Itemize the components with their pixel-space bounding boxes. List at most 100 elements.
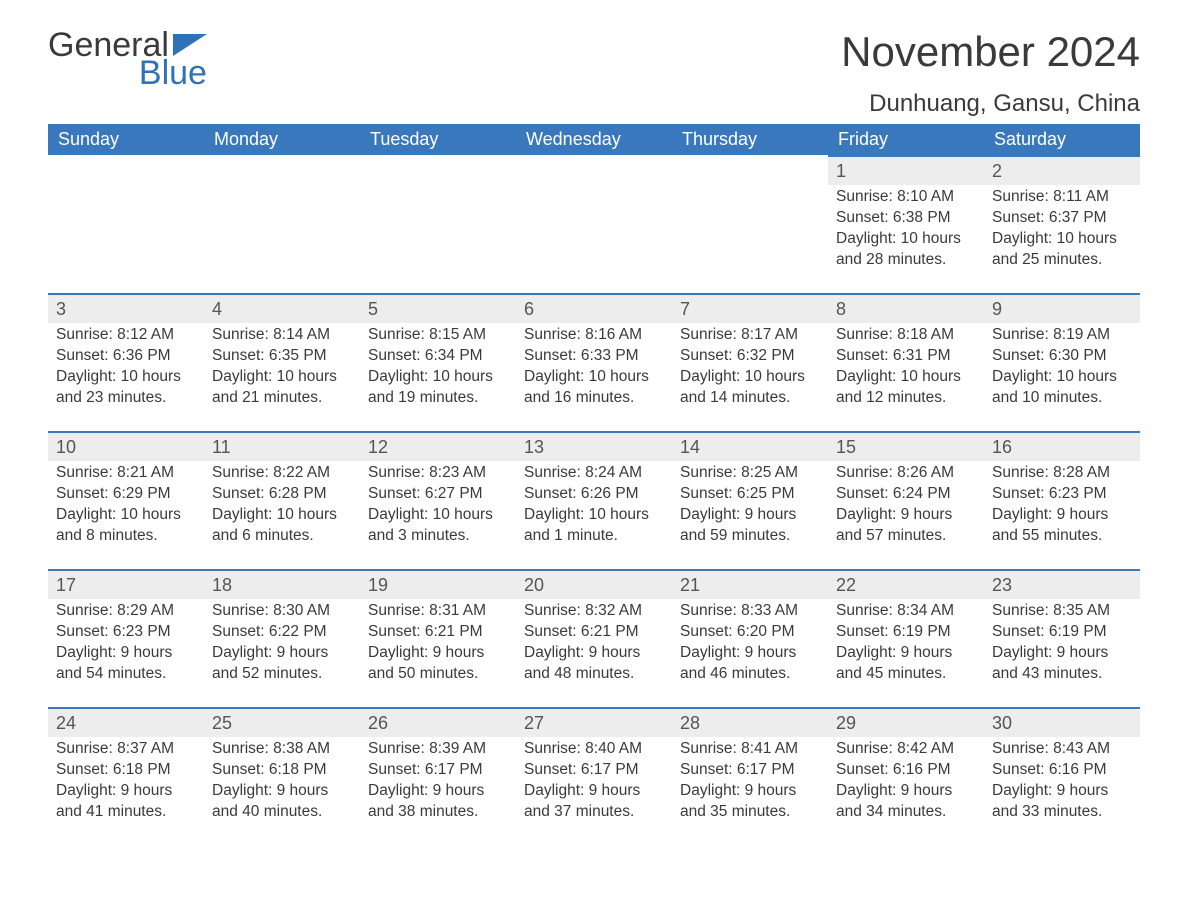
- calendar-cell: [48, 155, 204, 293]
- calendar-cell: 29Sunrise: 8:42 AMSunset: 6:16 PMDayligh…: [828, 707, 984, 845]
- calendar-cell: 30Sunrise: 8:43 AMSunset: 6:16 PMDayligh…: [984, 707, 1140, 845]
- sunset-line: Sunset: 6:25 PM: [680, 484, 820, 505]
- day-body: Sunrise: 8:11 AMSunset: 6:37 PMDaylight:…: [984, 185, 1140, 271]
- day-body: Sunrise: 8:15 AMSunset: 6:34 PMDaylight:…: [360, 323, 516, 409]
- sunset-line: Sunset: 6:27 PM: [368, 484, 508, 505]
- sunrise-line: Sunrise: 8:31 AM: [368, 601, 508, 622]
- sunset-line: Sunset: 6:18 PM: [212, 760, 352, 781]
- calendar-cell: 8Sunrise: 8:18 AMSunset: 6:31 PMDaylight…: [828, 293, 984, 431]
- day-body: Sunrise: 8:21 AMSunset: 6:29 PMDaylight:…: [48, 461, 204, 547]
- sunset-line: Sunset: 6:28 PM: [212, 484, 352, 505]
- sunset-line: Sunset: 6:36 PM: [56, 346, 196, 367]
- sunrise-line: Sunrise: 8:26 AM: [836, 463, 976, 484]
- calendar-table: SundayMondayTuesdayWednesdayThursdayFrid…: [48, 124, 1140, 845]
- sunset-line: Sunset: 6:17 PM: [680, 760, 820, 781]
- daylight-line: Daylight: 9 hours and 45 minutes.: [836, 643, 976, 685]
- day-body: Sunrise: 8:17 AMSunset: 6:32 PMDaylight:…: [672, 323, 828, 409]
- calendar-cell: 10Sunrise: 8:21 AMSunset: 6:29 PMDayligh…: [48, 431, 204, 569]
- daylight-line: Daylight: 9 hours and 54 minutes.: [56, 643, 196, 685]
- day-number: 12: [360, 431, 516, 461]
- day-number: 23: [984, 569, 1140, 599]
- sunrise-line: Sunrise: 8:23 AM: [368, 463, 508, 484]
- sunset-line: Sunset: 6:20 PM: [680, 622, 820, 643]
- sunset-line: Sunset: 6:33 PM: [524, 346, 664, 367]
- calendar-cell: 13Sunrise: 8:24 AMSunset: 6:26 PMDayligh…: [516, 431, 672, 569]
- calendar-cell: [360, 155, 516, 293]
- calendar-cell: 26Sunrise: 8:39 AMSunset: 6:17 PMDayligh…: [360, 707, 516, 845]
- day-body: Sunrise: 8:33 AMSunset: 6:20 PMDaylight:…: [672, 599, 828, 685]
- daylight-line: Daylight: 10 hours and 3 minutes.: [368, 505, 508, 547]
- daylight-line: Daylight: 9 hours and 57 minutes.: [836, 505, 976, 547]
- sunset-line: Sunset: 6:38 PM: [836, 208, 976, 229]
- day-number: 2: [984, 155, 1140, 185]
- sunset-line: Sunset: 6:19 PM: [836, 622, 976, 643]
- day-body: Sunrise: 8:37 AMSunset: 6:18 PMDaylight:…: [48, 737, 204, 823]
- sunset-line: Sunset: 6:34 PM: [368, 346, 508, 367]
- sunrise-line: Sunrise: 8:19 AM: [992, 325, 1132, 346]
- day-body: Sunrise: 8:12 AMSunset: 6:36 PMDaylight:…: [48, 323, 204, 409]
- page-title: November 2024: [841, 28, 1140, 76]
- day-body: Sunrise: 8:26 AMSunset: 6:24 PMDaylight:…: [828, 461, 984, 547]
- calendar-cell: 28Sunrise: 8:41 AMSunset: 6:17 PMDayligh…: [672, 707, 828, 845]
- sunrise-line: Sunrise: 8:43 AM: [992, 739, 1132, 760]
- day-number: 6: [516, 293, 672, 323]
- sunrise-line: Sunrise: 8:38 AM: [212, 739, 352, 760]
- daylight-line: Daylight: 10 hours and 16 minutes.: [524, 367, 664, 409]
- day-number: 22: [828, 569, 984, 599]
- day-number: 1: [828, 155, 984, 185]
- calendar-cell: 6Sunrise: 8:16 AMSunset: 6:33 PMDaylight…: [516, 293, 672, 431]
- day-body: Sunrise: 8:43 AMSunset: 6:16 PMDaylight:…: [984, 737, 1140, 823]
- calendar-cell: 18Sunrise: 8:30 AMSunset: 6:22 PMDayligh…: [204, 569, 360, 707]
- day-body: Sunrise: 8:32 AMSunset: 6:21 PMDaylight:…: [516, 599, 672, 685]
- day-number: 13: [516, 431, 672, 461]
- calendar-cell: 16Sunrise: 8:28 AMSunset: 6:23 PMDayligh…: [984, 431, 1140, 569]
- sunrise-line: Sunrise: 8:24 AM: [524, 463, 664, 484]
- weekday-header: Sunday: [48, 124, 204, 155]
- weekday-header: Friday: [828, 124, 984, 155]
- day-body: Sunrise: 8:38 AMSunset: 6:18 PMDaylight:…: [204, 737, 360, 823]
- day-number: 11: [204, 431, 360, 461]
- daylight-line: Daylight: 10 hours and 12 minutes.: [836, 367, 976, 409]
- calendar-cell: 2Sunrise: 8:11 AMSunset: 6:37 PMDaylight…: [984, 155, 1140, 293]
- day-number: 26: [360, 707, 516, 737]
- day-number: 30: [984, 707, 1140, 737]
- sunset-line: Sunset: 6:22 PM: [212, 622, 352, 643]
- day-number: 24: [48, 707, 204, 737]
- daylight-line: Daylight: 9 hours and 41 minutes.: [56, 781, 196, 823]
- daylight-line: Daylight: 9 hours and 46 minutes.: [680, 643, 820, 685]
- day-body: Sunrise: 8:31 AMSunset: 6:21 PMDaylight:…: [360, 599, 516, 685]
- sunset-line: Sunset: 6:37 PM: [992, 208, 1132, 229]
- daylight-line: Daylight: 9 hours and 37 minutes.: [524, 781, 664, 823]
- day-body: Sunrise: 8:19 AMSunset: 6:30 PMDaylight:…: [984, 323, 1140, 409]
- day-body: Sunrise: 8:35 AMSunset: 6:19 PMDaylight:…: [984, 599, 1140, 685]
- calendar-cell: 22Sunrise: 8:34 AMSunset: 6:19 PMDayligh…: [828, 569, 984, 707]
- day-body: Sunrise: 8:30 AMSunset: 6:22 PMDaylight:…: [204, 599, 360, 685]
- calendar-cell: 23Sunrise: 8:35 AMSunset: 6:19 PMDayligh…: [984, 569, 1140, 707]
- sunrise-line: Sunrise: 8:34 AM: [836, 601, 976, 622]
- day-number: 3: [48, 293, 204, 323]
- calendar-cell: 9Sunrise: 8:19 AMSunset: 6:30 PMDaylight…: [984, 293, 1140, 431]
- calendar-cell: 4Sunrise: 8:14 AMSunset: 6:35 PMDaylight…: [204, 293, 360, 431]
- calendar-cell: 27Sunrise: 8:40 AMSunset: 6:17 PMDayligh…: [516, 707, 672, 845]
- sunrise-line: Sunrise: 8:37 AM: [56, 739, 196, 760]
- day-number: 19: [360, 569, 516, 599]
- calendar-cell: 7Sunrise: 8:17 AMSunset: 6:32 PMDaylight…: [672, 293, 828, 431]
- sunset-line: Sunset: 6:29 PM: [56, 484, 196, 505]
- day-body: Sunrise: 8:39 AMSunset: 6:17 PMDaylight:…: [360, 737, 516, 823]
- daylight-line: Daylight: 10 hours and 8 minutes.: [56, 505, 196, 547]
- sunrise-line: Sunrise: 8:33 AM: [680, 601, 820, 622]
- sunrise-line: Sunrise: 8:39 AM: [368, 739, 508, 760]
- day-number: 17: [48, 569, 204, 599]
- sunset-line: Sunset: 6:21 PM: [524, 622, 664, 643]
- daylight-line: Daylight: 9 hours and 55 minutes.: [992, 505, 1132, 547]
- sunrise-line: Sunrise: 8:18 AM: [836, 325, 976, 346]
- daylight-line: Daylight: 9 hours and 59 minutes.: [680, 505, 820, 547]
- calendar-row: 10Sunrise: 8:21 AMSunset: 6:29 PMDayligh…: [48, 431, 1140, 569]
- day-body: Sunrise: 8:40 AMSunset: 6:17 PMDaylight:…: [516, 737, 672, 823]
- daylight-line: Daylight: 10 hours and 1 minute.: [524, 505, 664, 547]
- day-number: 9: [984, 293, 1140, 323]
- calendar-cell: 1Sunrise: 8:10 AMSunset: 6:38 PMDaylight…: [828, 155, 984, 293]
- day-number: 20: [516, 569, 672, 599]
- day-body: Sunrise: 8:34 AMSunset: 6:19 PMDaylight:…: [828, 599, 984, 685]
- sunset-line: Sunset: 6:19 PM: [992, 622, 1132, 643]
